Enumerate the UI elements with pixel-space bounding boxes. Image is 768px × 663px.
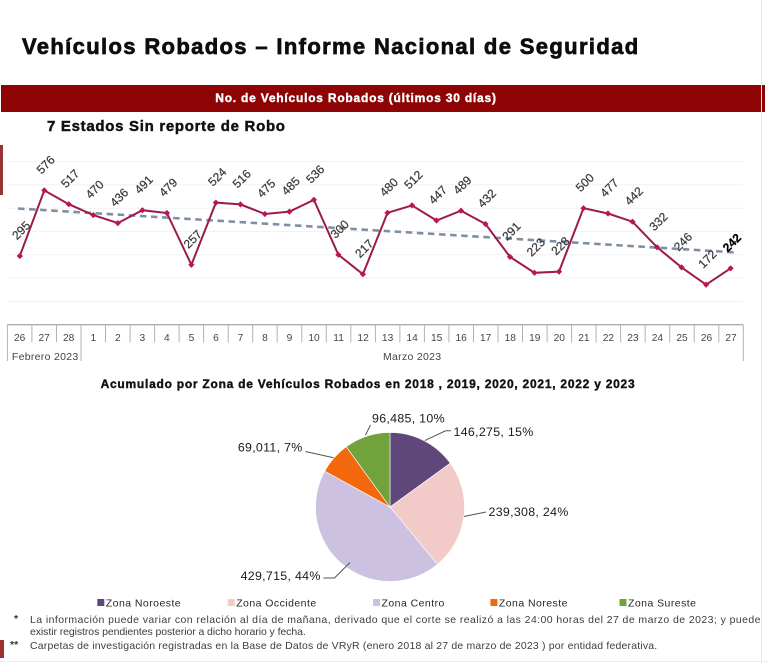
svg-text:576: 576 xyxy=(34,153,58,177)
svg-text:295: 295 xyxy=(9,218,33,242)
svg-text:489: 489 xyxy=(450,173,474,197)
svg-text:536: 536 xyxy=(303,162,327,186)
svg-text:480: 480 xyxy=(377,175,401,199)
svg-text:24: 24 xyxy=(652,333,664,344)
svg-text:6: 6 xyxy=(213,333,219,344)
svg-text:1: 1 xyxy=(90,333,96,344)
svg-text:429,715, 44%: 429,715, 44% xyxy=(241,569,321,583)
svg-text:20: 20 xyxy=(554,333,566,344)
svg-text:5: 5 xyxy=(189,333,195,344)
svg-text:8: 8 xyxy=(262,333,268,344)
svg-text:13: 13 xyxy=(382,333,394,344)
svg-text:524: 524 xyxy=(205,165,229,189)
svg-text:19: 19 xyxy=(529,333,541,344)
svg-text:26: 26 xyxy=(701,333,713,344)
svg-text:Zona Noroeste: Zona Noroeste xyxy=(106,598,181,610)
svg-text:21: 21 xyxy=(578,333,590,344)
svg-text:332: 332 xyxy=(646,209,670,233)
svg-text:491: 491 xyxy=(132,172,156,196)
svg-text:18: 18 xyxy=(505,333,517,344)
svg-text:69,011, 7%: 69,011, 7% xyxy=(238,441,303,455)
svg-text:217: 217 xyxy=(352,236,376,260)
svg-text:146,275, 15%: 146,275, 15% xyxy=(454,425,534,439)
svg-text:516: 516 xyxy=(230,167,254,191)
svg-text:Febrero 2023: Febrero 2023 xyxy=(12,351,79,363)
svg-text:246: 246 xyxy=(671,230,695,254)
svg-text:3: 3 xyxy=(139,333,145,344)
svg-text:27: 27 xyxy=(39,333,51,344)
svg-text:257: 257 xyxy=(181,227,205,251)
svg-text:500: 500 xyxy=(573,170,597,194)
svg-text:9: 9 xyxy=(287,333,293,344)
svg-text:447: 447 xyxy=(426,183,450,207)
svg-text:239,308, 24%: 239,308, 24% xyxy=(489,505,569,519)
svg-text:242: 242 xyxy=(720,230,744,254)
svg-text:26: 26 xyxy=(14,333,26,344)
svg-text:512: 512 xyxy=(401,168,425,192)
svg-text:12: 12 xyxy=(357,333,369,344)
svg-text:479: 479 xyxy=(156,175,180,199)
svg-text:4: 4 xyxy=(164,333,170,344)
svg-text:Marzo 2023: Marzo 2023 xyxy=(383,351,441,363)
svg-text:485: 485 xyxy=(279,174,303,198)
svg-text:Zona Centro: Zona Centro xyxy=(382,598,445,610)
svg-text:436: 436 xyxy=(107,185,131,209)
svg-text:23: 23 xyxy=(627,333,639,344)
svg-text:27: 27 xyxy=(725,333,737,344)
svg-text:22: 22 xyxy=(603,333,615,344)
svg-text:10: 10 xyxy=(308,333,320,344)
svg-text:25: 25 xyxy=(676,333,688,344)
svg-text:223: 223 xyxy=(524,235,548,259)
svg-text:7: 7 xyxy=(238,333,244,344)
svg-text:96,485, 10%: 96,485, 10% xyxy=(372,412,445,426)
svg-text:Zona Sureste: Zona Sureste xyxy=(628,598,696,610)
svg-text:Zona Noreste: Zona Noreste xyxy=(499,598,568,610)
svg-text:15: 15 xyxy=(431,333,443,344)
svg-text:28: 28 xyxy=(63,333,75,344)
svg-text:475: 475 xyxy=(254,176,278,200)
svg-text:11: 11 xyxy=(333,333,344,344)
svg-text:2: 2 xyxy=(115,333,121,344)
svg-text:517: 517 xyxy=(58,166,82,190)
svg-text:14: 14 xyxy=(406,333,418,344)
svg-text:16: 16 xyxy=(456,333,468,344)
svg-text:432: 432 xyxy=(475,186,499,210)
svg-text:442: 442 xyxy=(622,184,646,208)
svg-text:477: 477 xyxy=(597,176,621,200)
svg-text:Zona Occidente: Zona Occidente xyxy=(236,598,316,610)
svg-text:17: 17 xyxy=(480,333,492,344)
svg-text:470: 470 xyxy=(83,177,107,201)
